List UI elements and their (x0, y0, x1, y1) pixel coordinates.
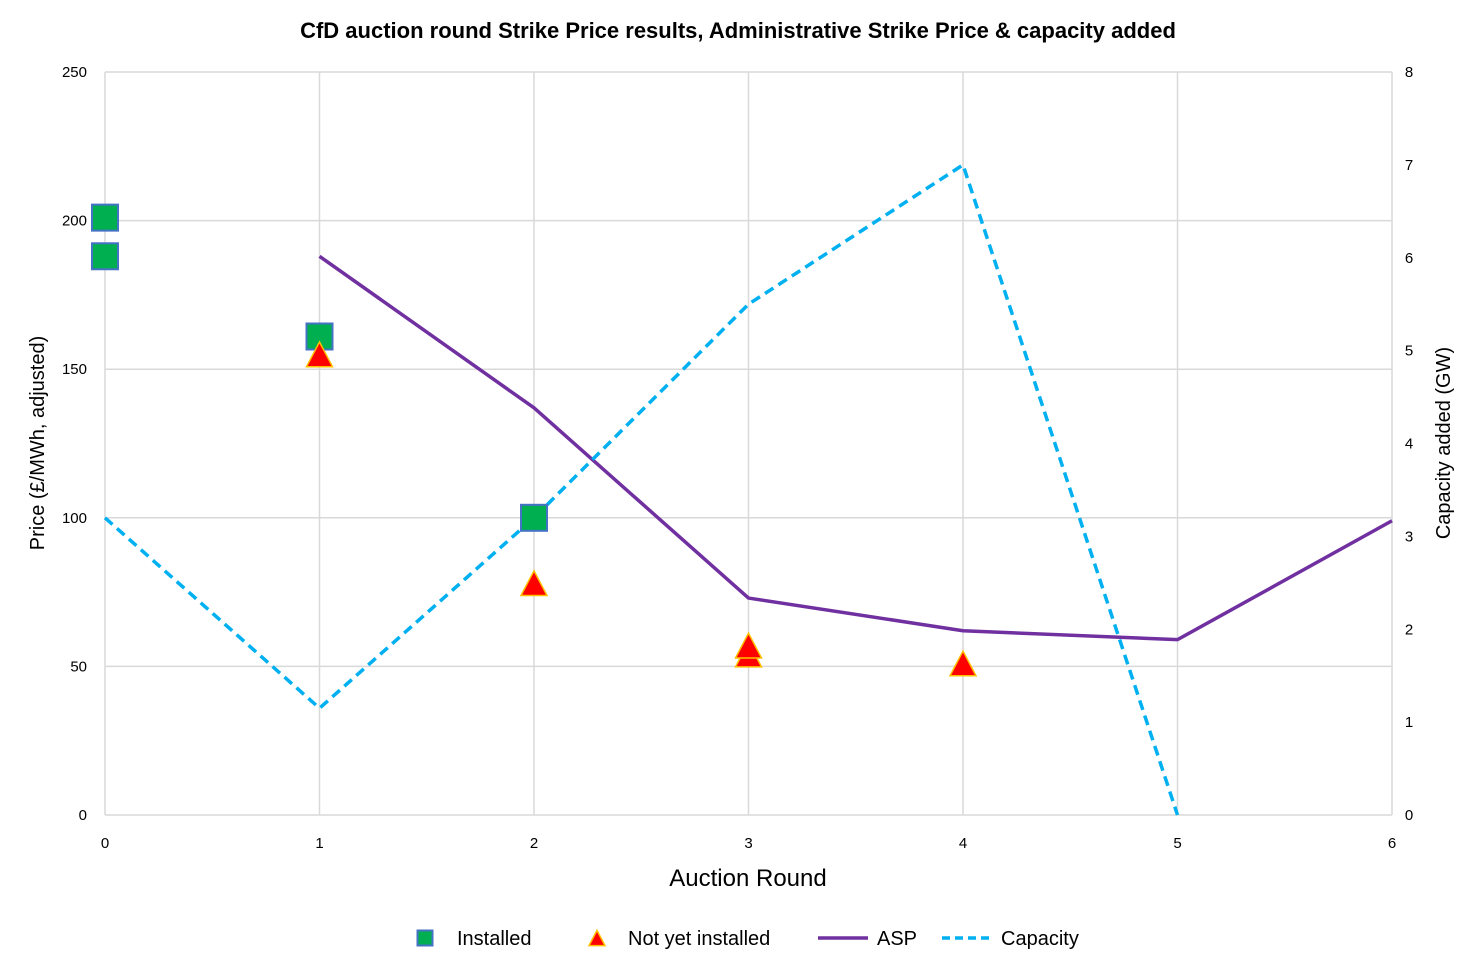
legend-label: Capacity (1001, 928, 1079, 950)
x-tick-label: 2 (530, 835, 538, 852)
not-yet-installed-point (305, 340, 334, 368)
not-yet-installed-point (519, 569, 549, 597)
not-yet-installed-point (948, 649, 978, 677)
capacity-line (103, 163, 1180, 816)
x-axis-title: Auction Round (669, 865, 826, 892)
y2-tick-label: 6 (1405, 250, 1413, 267)
x-tick-label: 4 (959, 835, 967, 852)
x-tick-label: 5 (1173, 835, 1181, 852)
y-tick-label: 200 (62, 213, 87, 230)
y2-tick-label: 3 (1405, 528, 1413, 545)
legend-installed-marker (416, 929, 434, 947)
tick-labels: 0 50 100 150 200 250 0 1 2 3 4 5 6 7 8 0 1 2 3 4 5 6 (62, 64, 1413, 852)
y2-tick-label: 4 (1405, 436, 1413, 453)
installed-point (91, 203, 119, 232)
x-tick-label: 1 (315, 835, 323, 852)
chart-title: CfD auction round Strike Price results, … (300, 18, 1176, 43)
legend-label: Installed (457, 928, 532, 950)
x-tick-label: 6 (1388, 835, 1396, 852)
plot-area (91, 163, 1393, 816)
y-axis-title: Price (£/MWh, adjusted) (27, 336, 49, 551)
y-tick-label: 150 (62, 361, 87, 378)
x-tick-label: 3 (744, 835, 752, 852)
not-yet-installed-point (734, 631, 763, 659)
y2-tick-label: 1 (1405, 714, 1413, 731)
grid-lines (105, 71, 1393, 815)
legend-label: Not yet installed (628, 928, 770, 950)
y-tick-label: 50 (70, 658, 87, 675)
legend: Installed Not yet installed ASP Capacity (416, 928, 1079, 950)
legend-not-yet-installed-marker (587, 928, 607, 947)
installed-point (520, 503, 548, 532)
y2-tick-label: 8 (1405, 64, 1413, 81)
y2-tick-label: 7 (1405, 157, 1413, 174)
installed-point (91, 242, 119, 271)
y2-tick-label: 5 (1405, 343, 1413, 360)
asp-line (318, 254, 1393, 642)
y-tick-label: 0 (79, 807, 87, 824)
y2-tick-label: 2 (1405, 621, 1413, 638)
x-tick-label: 0 (101, 835, 109, 852)
y-tick-label: 100 (62, 510, 87, 527)
legend-label: ASP (877, 928, 917, 950)
y-tick-label: 250 (62, 64, 87, 81)
y2-tick-label: 0 (1405, 807, 1413, 824)
y2-axis-title: Capacity added (GW) (1433, 347, 1455, 539)
